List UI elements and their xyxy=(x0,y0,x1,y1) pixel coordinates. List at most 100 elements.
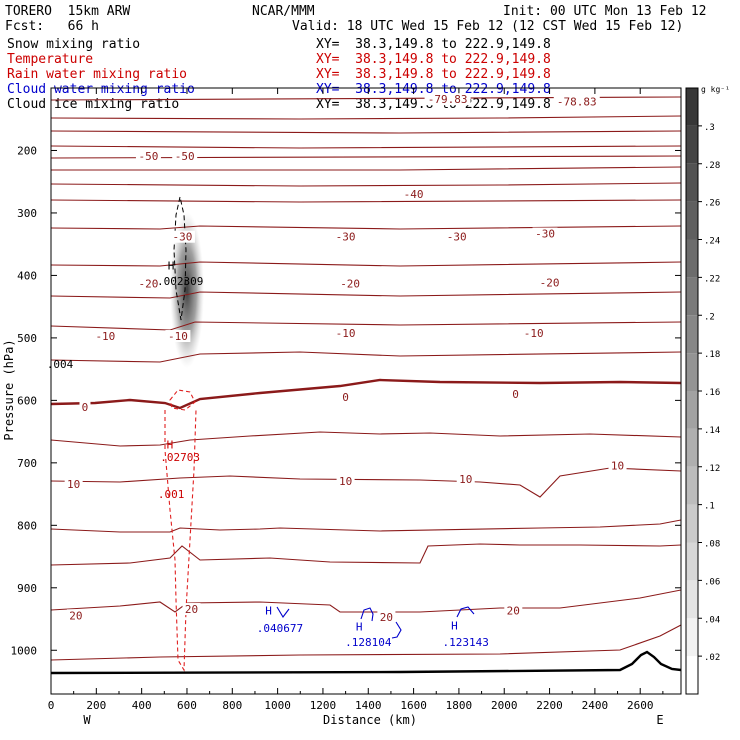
colorbar-swatch xyxy=(686,656,698,694)
temperature-contour xyxy=(51,467,681,498)
colorbar-swatch xyxy=(686,542,698,581)
temperature-label-bg xyxy=(456,473,475,486)
temperature-label: 0 xyxy=(512,388,519,401)
field-name-cloud-ice: Cloud ice mixing ratio xyxy=(7,97,180,112)
temperature-contour xyxy=(51,624,681,661)
colorbar-tick-label: .02 xyxy=(704,653,720,663)
x-tick-label: 1400 xyxy=(355,699,382,712)
temperature-label-bg xyxy=(444,230,470,243)
colorbar-swatch xyxy=(686,277,698,316)
x-tick-label: 1800 xyxy=(446,699,473,712)
temperature-contour xyxy=(51,225,681,230)
forecast-hour: Fcst: 66 h xyxy=(5,19,99,34)
field-name-snow: Snow mixing ratio xyxy=(7,37,141,52)
x-axis-left-label: W xyxy=(83,713,91,727)
init-time: Init: 00 UTC Mon 13 Feb 12 xyxy=(503,4,707,19)
temperature-label-bg xyxy=(340,391,352,404)
zero-degree-contour xyxy=(51,378,681,410)
colorbar-tick-label: .14 xyxy=(704,426,720,436)
colorbar-swatch xyxy=(686,201,698,240)
temperature-label: -50 xyxy=(139,150,159,163)
y-tick-label: 500 xyxy=(17,332,37,345)
organization: NCAR/MMM xyxy=(252,4,315,19)
y-axis-label: Pressure (hPa) xyxy=(2,339,16,440)
y-tick-label: 800 xyxy=(17,519,37,532)
temperature-contour xyxy=(51,321,681,331)
temperature-label: 20 xyxy=(69,609,82,622)
colorbar-tick-label: .12 xyxy=(704,464,720,474)
y-tick-label: 400 xyxy=(17,269,37,282)
colorbar-swatch xyxy=(686,391,698,429)
field-name-cloud-water: Cloud water mixing ratio xyxy=(7,82,195,97)
y-tick-label: 1000 xyxy=(11,644,38,657)
colorbar-tick-label: .26 xyxy=(704,199,720,209)
temperature-label: -30 xyxy=(535,228,555,241)
temperature-contour xyxy=(51,199,681,203)
contour-annotation: .02703 xyxy=(160,451,200,464)
field-name-temperature: Temperature xyxy=(7,52,94,67)
snow-contour xyxy=(173,196,187,321)
temperature-label-bg xyxy=(510,388,522,401)
temperature-label-bg xyxy=(521,326,547,339)
rain-contour xyxy=(164,409,197,672)
colorbar-tick-label: .04 xyxy=(704,615,720,625)
x-tick-label: 2200 xyxy=(536,699,563,712)
colorbar-swatch xyxy=(686,315,698,354)
temperature-contour xyxy=(51,130,681,134)
x-tick-label: 400 xyxy=(132,699,152,712)
contour-annotation: .040677 xyxy=(257,622,303,635)
contour-annotation: H xyxy=(451,619,458,632)
cloud-water-contour xyxy=(276,606,290,618)
temperature-label-bg xyxy=(165,330,191,343)
y-tick-label: 700 xyxy=(17,457,37,470)
rain-contour xyxy=(169,389,196,411)
terrain-line xyxy=(51,650,681,675)
colorbar-tick-label: .1 xyxy=(704,502,715,512)
colorbar-swatch xyxy=(686,353,698,391)
temperature-label-bg xyxy=(333,326,359,339)
temperature-label-bg xyxy=(537,276,563,289)
temperature-labels: -78.83 -79.83 -50 -50 -40 -30 -30 -30 -30 -20 -20 -… xyxy=(64,93,627,624)
colorbar-tick-label: .28 xyxy=(704,161,720,171)
contour-annotation: .128104 xyxy=(345,636,392,649)
x-axis: 0 200 400 600 800 1000 1200 1400 1600 1800 2000 220… xyxy=(48,88,664,712)
temperature-label-bg xyxy=(64,478,83,491)
temperature-contour xyxy=(51,182,681,187)
field-xy-snow: XY= 38.3,149.8 to 222.9,149.8 xyxy=(316,37,551,52)
temperature-label-bg xyxy=(377,611,396,624)
temperature-label: -20 xyxy=(340,278,360,291)
y-tick-label: 300 xyxy=(17,207,37,220)
x-tick-label: 600 xyxy=(177,699,197,712)
temperature-contour xyxy=(51,543,681,566)
temperature-label-bg xyxy=(401,188,427,201)
temperature-label: -50 xyxy=(175,150,195,163)
contour-annotation: H xyxy=(168,259,175,272)
temperature-label: 10 xyxy=(611,459,624,472)
x-tick-label: 2600 xyxy=(627,699,654,712)
temperature-label: 10 xyxy=(339,475,352,488)
temperature-label: 10 xyxy=(459,473,472,486)
temperature-label: -20 xyxy=(540,276,560,289)
contour-annotation: H xyxy=(167,439,174,452)
temperature-label: 20 xyxy=(507,604,520,617)
temperature-contour xyxy=(51,115,681,120)
temperature-label: 20 xyxy=(380,611,393,624)
temperature-contour xyxy=(51,431,681,447)
temperature-label: -30 xyxy=(336,231,356,244)
contour-annotation: .004 xyxy=(47,358,74,371)
cloud-water-contour xyxy=(360,607,374,622)
temperature-label-bg xyxy=(172,150,198,163)
colorbar-tick-label: .3 xyxy=(704,123,715,133)
colorbar-swatch xyxy=(686,580,698,619)
x-tick-label: 0 xyxy=(48,699,55,712)
colorbar-swatch xyxy=(686,88,698,126)
colorbar-swatch xyxy=(686,466,698,505)
temperature-contour xyxy=(51,261,681,267)
contour-annotation: .123143 xyxy=(443,636,489,649)
temperature-label-bg xyxy=(66,609,85,622)
temperature-label: 20 xyxy=(185,603,198,616)
model-title: TORERO 15km ARW xyxy=(5,4,131,19)
